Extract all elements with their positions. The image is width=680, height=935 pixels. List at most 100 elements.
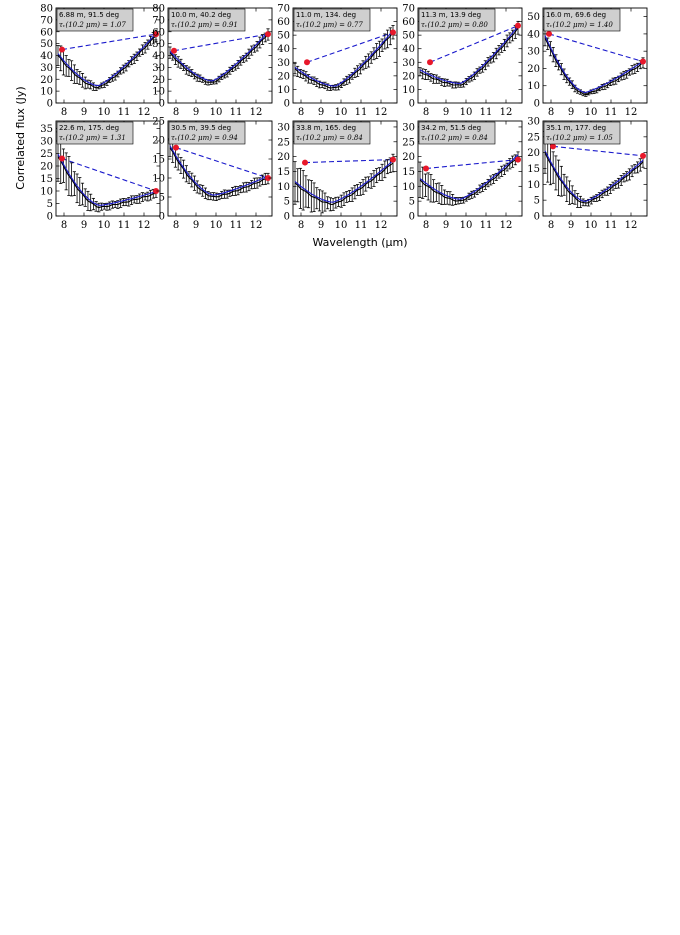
- y-tick-label: 30: [152, 63, 165, 74]
- observed-flux-line: [544, 152, 644, 204]
- panel-annotation: 16.0 m, 69.6 deg τᵥ(10.2 μm) = 1.40: [543, 8, 621, 32]
- panel-subtitle: τᵥ(10.2 μm) = 0.84: [296, 134, 363, 142]
- x-tick-label: 8: [61, 220, 67, 231]
- y-tick-label: 30: [527, 47, 540, 58]
- x-tick-label: 9: [81, 107, 87, 118]
- y-tick-label: 20: [277, 152, 290, 163]
- x-tick-label: 9: [193, 107, 199, 118]
- x-tick-label: 9: [318, 220, 324, 231]
- y-tick-label: 80: [40, 4, 53, 15]
- x-tick-label: 11: [605, 107, 618, 118]
- panel-frame: [292, 7, 398, 104]
- plot-area: [293, 25, 396, 91]
- x-tick-label: 8: [548, 220, 554, 231]
- y-tick-label: 10: [277, 85, 290, 96]
- panel-title: 6.88 m, 91.5 deg: [59, 11, 119, 19]
- y-tick-label: 35: [40, 124, 53, 135]
- annotation-box: [293, 121, 371, 145]
- x-tick-label: 12: [250, 107, 263, 118]
- panel-9: 0 5 10 15 20 25 30 8 9 10 11 12 34.2 m, 51.5 deg τᵥ(1…: [402, 120, 523, 231]
- x-tick-label: 12: [625, 107, 638, 118]
- continuum-line: [173, 33, 269, 52]
- continuum-line: [304, 159, 394, 164]
- y-tick-label: 5: [159, 193, 165, 204]
- y-tick-label: 20: [152, 75, 165, 86]
- continuum-line: [61, 33, 157, 51]
- y-tick-label: 10: [40, 87, 53, 98]
- continuum-anchor-point: [515, 156, 521, 163]
- y-tick-label: 20: [40, 75, 53, 86]
- y-tick-label: 50: [277, 31, 290, 42]
- panel-title: 10.0 m, 40.2 deg: [171, 11, 231, 19]
- panel-frame: [417, 120, 523, 217]
- model-fit-line: [169, 31, 269, 82]
- y-tick-label: 0: [534, 212, 540, 223]
- x-tick-label: 8: [61, 107, 67, 118]
- plot-area: [168, 28, 271, 86]
- y-tick-label: 60: [402, 17, 415, 28]
- y-tick-label: 50: [152, 39, 165, 50]
- continuum-anchor-point: [59, 46, 65, 53]
- continuum-line: [552, 145, 644, 157]
- y-tick-label: 70: [152, 15, 165, 26]
- x-tick-label: 12: [375, 220, 388, 231]
- x-tick-label: 12: [375, 107, 388, 118]
- y-tick-label: 30: [40, 137, 53, 148]
- continuum-anchor-point: [304, 59, 310, 66]
- y-tick-label: 15: [40, 174, 53, 185]
- continuum-anchor-point: [153, 188, 159, 194]
- y-tick-label: 10: [527, 180, 540, 191]
- y-tick-label: 70: [40, 15, 53, 26]
- panel-8: 0 5 10 15 20 25 30 8 9 10 11 12 33.8 m, 165. deg τᵥ(1…: [277, 120, 398, 231]
- y-tick-label: 0: [159, 212, 165, 223]
- y-tick-label: 40: [277, 44, 290, 55]
- model-fit-line: [544, 150, 644, 202]
- y-tick-label: 25: [40, 149, 53, 160]
- x-tick-label: 10: [585, 220, 598, 231]
- y-tick-label: 0: [284, 99, 290, 110]
- y-tick-label: 20: [40, 162, 53, 173]
- x-tick-label: 12: [500, 220, 513, 231]
- continuum-line: [306, 31, 394, 63]
- y-tick-label: 10: [527, 81, 540, 92]
- model-fit-line: [419, 154, 519, 200]
- continuum-line: [175, 147, 269, 179]
- x-tick-label: 8: [173, 107, 179, 118]
- observed-flux-line: [544, 37, 644, 96]
- continuum-anchor-point: [390, 29, 396, 36]
- x-tick-label: 10: [585, 107, 598, 118]
- continuum-anchor-point: [427, 59, 433, 66]
- panel-annotation: 22.6 m, 175. deg τᵥ(10.2 μm) = 1.31: [56, 121, 134, 145]
- x-tick-label: 11: [480, 220, 493, 231]
- x-tick-label: 11: [480, 107, 493, 118]
- x-tick-label: 10: [98, 220, 111, 231]
- continuum-anchor-point: [265, 175, 271, 181]
- y-tick-label: 20: [527, 64, 540, 75]
- annotation-box: [168, 121, 246, 145]
- x-tick-label: 10: [335, 107, 348, 118]
- y-tick-label: 30: [527, 117, 540, 128]
- y-tick-label: 40: [152, 51, 165, 62]
- observed-flux-line: [169, 34, 269, 83]
- model-fit-line: [57, 153, 157, 206]
- observed-flux-line: [294, 31, 394, 89]
- x-tick-label: 11: [355, 220, 368, 231]
- y-tick-label: 20: [277, 71, 290, 82]
- y-tick-label: 0: [409, 212, 415, 223]
- continuum-anchor-point: [550, 143, 556, 150]
- y-tick-label: 70: [277, 4, 290, 15]
- y-tick-label: 15: [277, 167, 290, 178]
- y-tick-label: 30: [402, 58, 415, 69]
- plot-area: [543, 29, 646, 97]
- y-tick-label: 30: [277, 122, 290, 133]
- panel-subtitle: τᵥ(10.2 μm) = 0.77: [296, 21, 363, 29]
- continuum-anchor-point: [546, 30, 552, 37]
- y-tick-label: 10: [402, 85, 415, 96]
- panel-annotation: 11.0 m, 134. deg τᵥ(10.2 μm) = 0.77: [293, 8, 371, 32]
- y-tick-label: 0: [47, 99, 53, 110]
- x-tick-label: 11: [118, 220, 131, 231]
- annotation-box: [418, 8, 496, 32]
- x-tick-label: 10: [460, 107, 473, 118]
